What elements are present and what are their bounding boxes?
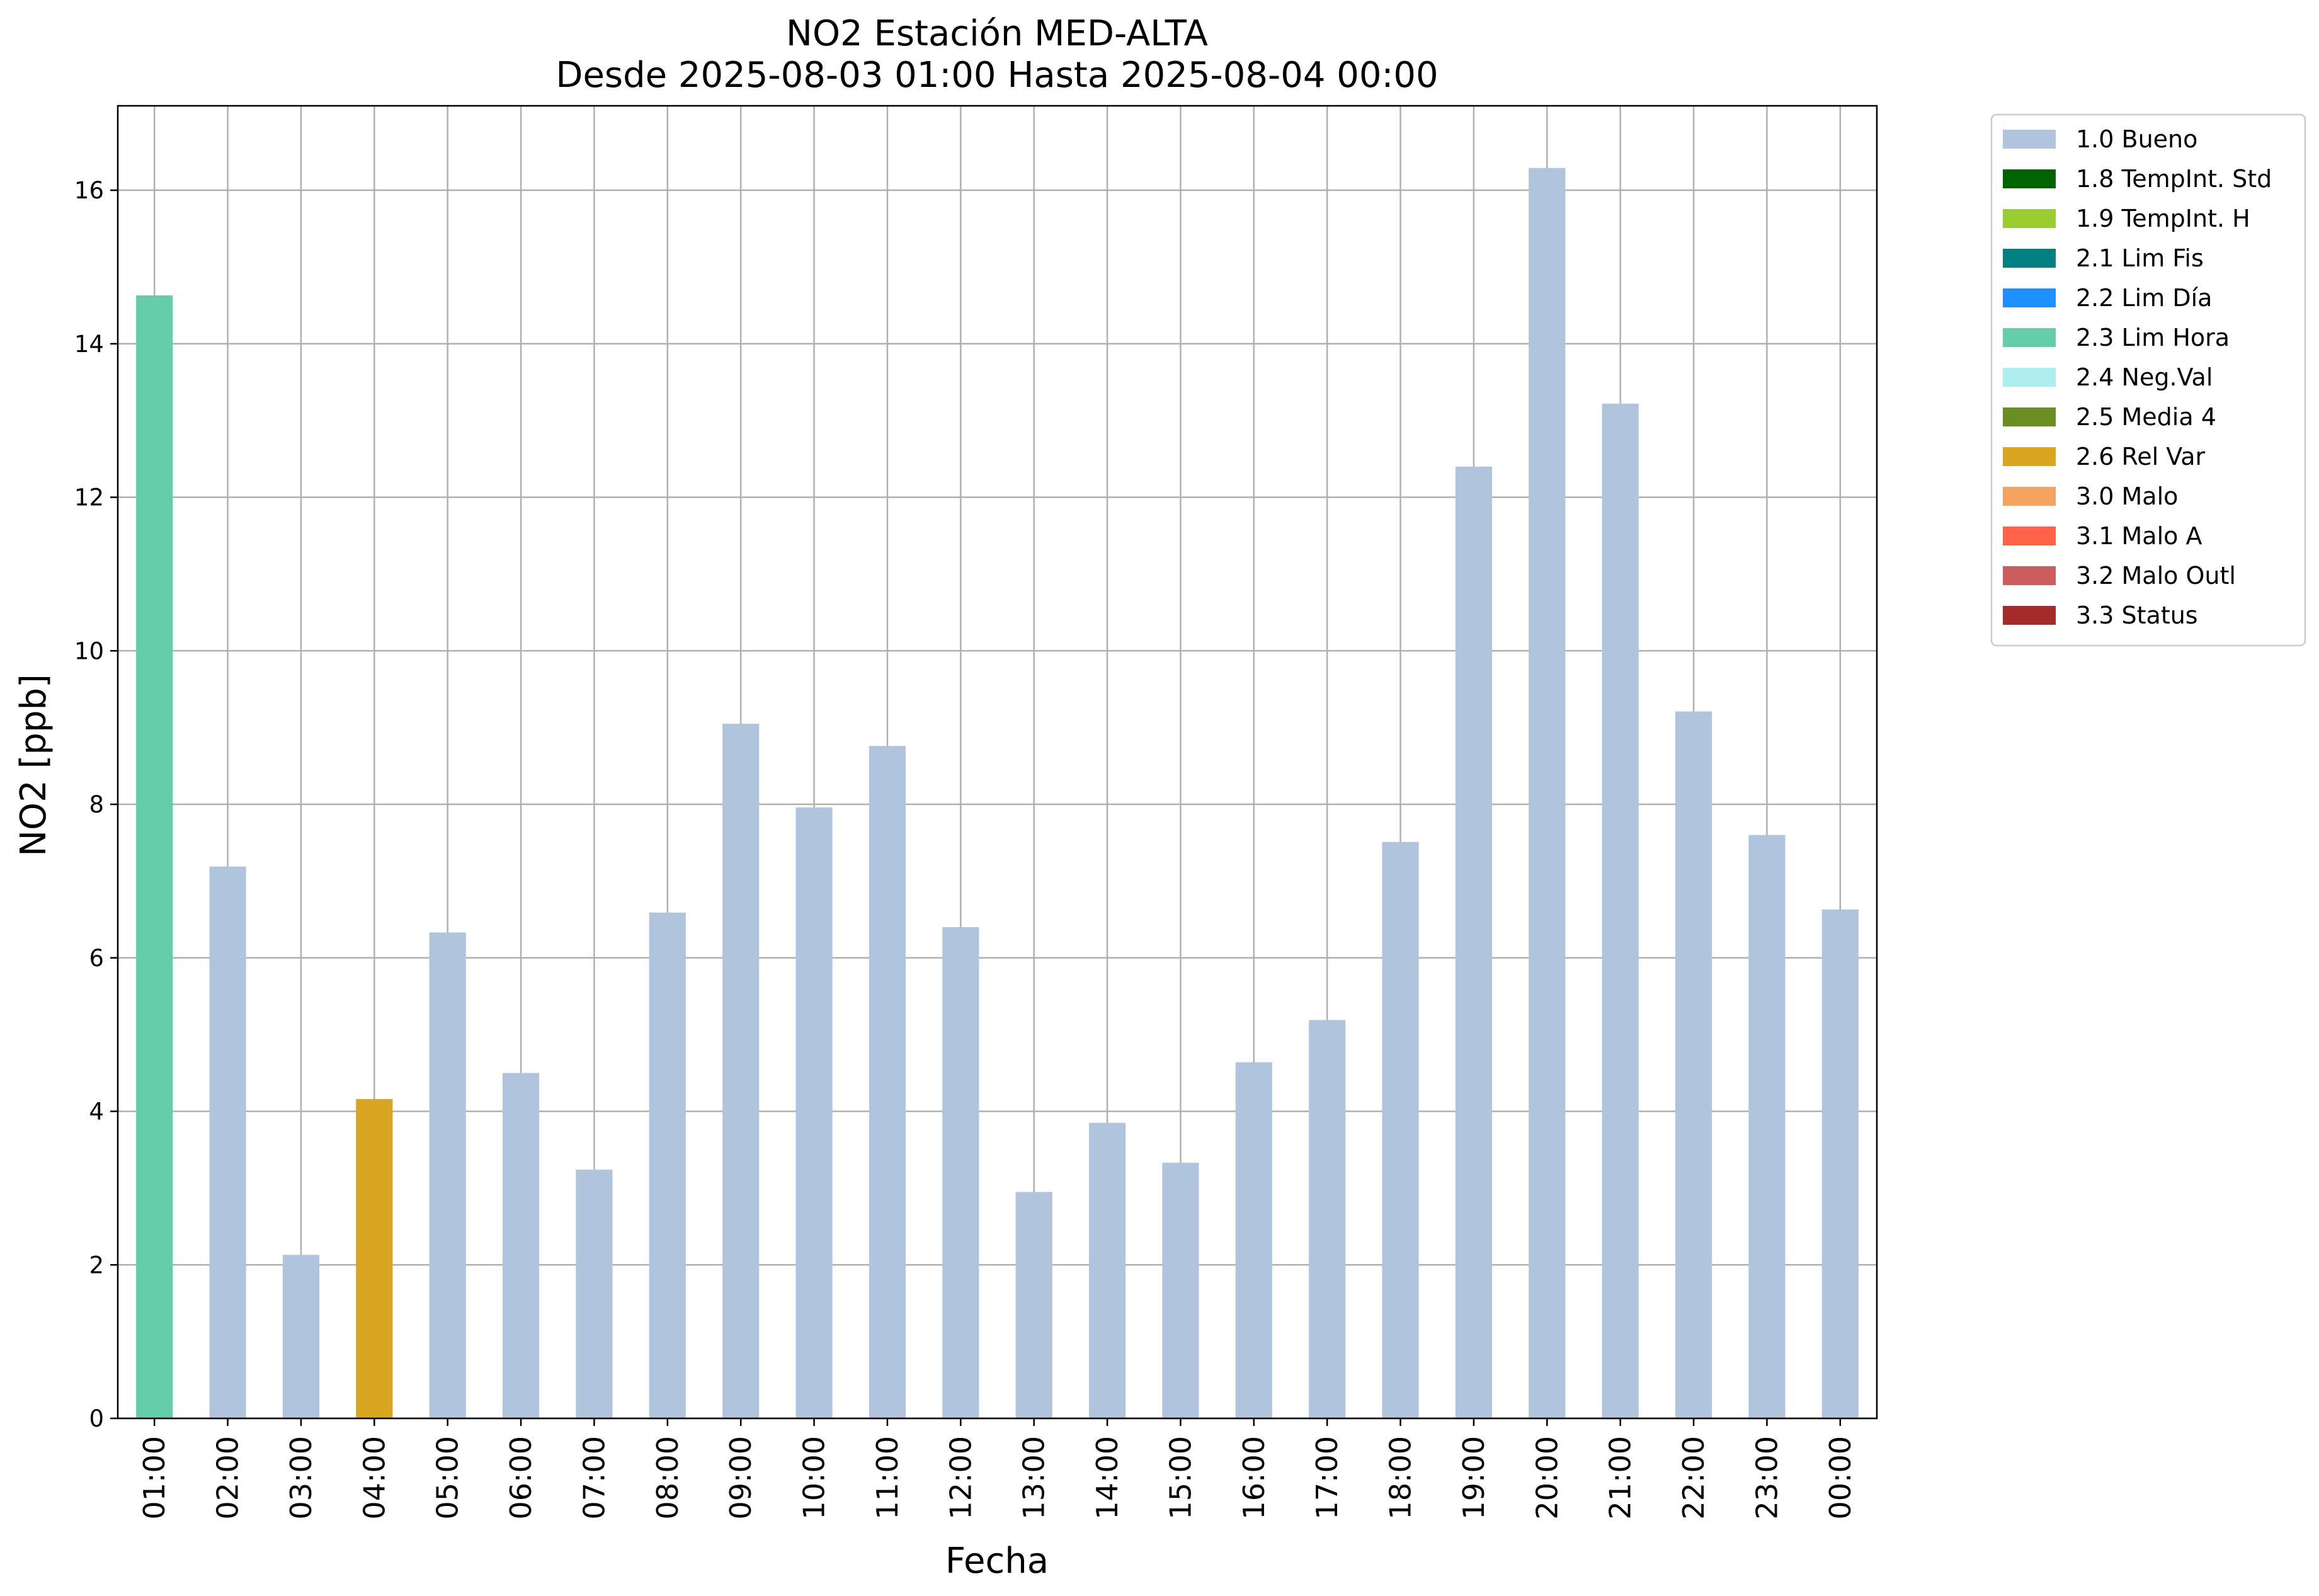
bar — [136, 295, 173, 1418]
bar — [1235, 1062, 1272, 1418]
y-tick-label: 8 — [89, 791, 104, 818]
y-tick-label: 16 — [74, 177, 104, 204]
y-tick-label: 4 — [89, 1098, 104, 1126]
legend-label: 1.9 TempInt. H — [2076, 205, 2250, 232]
legend-label: 2.3 Lim Hora — [2076, 324, 2230, 351]
y-tick-label: 2 — [89, 1251, 104, 1279]
legend-swatch — [2003, 606, 2056, 625]
legend-label: 2.2 Lim Día — [2076, 284, 2212, 312]
x-tick-label: 23:00 — [1750, 1436, 1784, 1520]
bar — [1382, 841, 1419, 1418]
x-tick-label: 00:00 — [1823, 1436, 1857, 1520]
legend-label: 3.0 Malo — [2076, 482, 2178, 510]
legend-label: 2.6 Rel Var — [2076, 443, 2206, 470]
x-tick-label: 10:00 — [797, 1436, 831, 1520]
plot-area-frame — [117, 105, 1878, 1420]
chart-title: NO2 Estación MED-ALTA — [786, 13, 1208, 54]
chart-subtitle: Desde 2025-08-03 01:00 Hasta 2025-08-04 … — [556, 55, 1438, 96]
x-tick-label: 01:00 — [137, 1436, 171, 1520]
bar — [795, 807, 833, 1418]
bar — [1088, 1122, 1126, 1418]
legend-swatch — [2003, 249, 2056, 268]
legend-label: 1.8 TempInt. Std — [2076, 165, 2272, 193]
x-axis-ticks: 01:00 02:00 03:00 04:00 05:00 06:00 07:00 08:00… — [137, 1418, 1857, 1520]
legend-label: 3.3 Status — [2076, 601, 2198, 629]
bar — [1455, 466, 1493, 1418]
bar — [869, 746, 906, 1418]
x-tick-label: 19:00 — [1457, 1436, 1491, 1520]
bar — [356, 1099, 393, 1418]
x-tick-label: 04:00 — [357, 1436, 391, 1520]
x-tick-label: 13:00 — [1017, 1436, 1051, 1520]
bar — [649, 912, 686, 1418]
bar — [1309, 1020, 1346, 1418]
bar — [209, 866, 246, 1418]
bar — [1748, 835, 1786, 1418]
y-tick-label: 14 — [74, 331, 104, 358]
legend-swatch — [2003, 566, 2056, 585]
x-tick-label: 09:00 — [724, 1436, 758, 1520]
legend-label: 3.2 Malo Outl — [2076, 562, 2236, 590]
bar — [1162, 1163, 1199, 1418]
y-axis-label: NO2 [ppb] — [13, 674, 54, 857]
bar — [1602, 403, 1639, 1418]
x-tick-label: 11:00 — [870, 1436, 904, 1520]
x-tick-label: 22:00 — [1677, 1436, 1711, 1520]
x-tick-label: 14:00 — [1090, 1436, 1124, 1520]
bar — [282, 1255, 320, 1418]
bar — [942, 927, 979, 1418]
x-tick-label: 21:00 — [1604, 1436, 1638, 1520]
legend-swatch — [2003, 527, 2056, 545]
x-tick-label: 06:00 — [504, 1436, 538, 1520]
legend: 1.0 Bueno 1.8 TempInt. Std 1.9 TempInt. H 2… — [1990, 113, 2306, 647]
legend-swatch — [2003, 130, 2056, 149]
legend-label: 2.5 Media 4 — [2076, 403, 2216, 431]
bar — [1821, 909, 1859, 1418]
x-tick-label: 03:00 — [284, 1436, 318, 1520]
y-axis-ticks: 0 2 4 6 8 10 12 14 16 — [74, 177, 118, 1432]
bar — [722, 724, 760, 1418]
bar — [1015, 1192, 1052, 1418]
x-tick-label: 20:00 — [1530, 1436, 1564, 1520]
x-tick-label: 17:00 — [1310, 1436, 1344, 1520]
legend-label: 2.1 Lim Fis — [2076, 244, 2204, 272]
x-tick-label: 18:00 — [1384, 1436, 1418, 1520]
legend-swatch — [2003, 288, 2056, 307]
legend-swatch — [2003, 209, 2056, 228]
bar — [502, 1073, 540, 1418]
x-tick-label: 12:00 — [943, 1436, 977, 1520]
legend-swatch — [2003, 328, 2056, 347]
x-tick-label: 08:00 — [651, 1436, 685, 1520]
x-tick-label: 05:00 — [431, 1436, 465, 1520]
legend-swatch — [2003, 408, 2056, 426]
legend-label: 2.4 Neg.Val — [2076, 363, 2213, 391]
legend-label: 3.1 Malo A — [2076, 522, 2202, 550]
legend-label: 1.0 Bueno — [2076, 125, 2197, 153]
x-tick-label: 02:00 — [211, 1436, 245, 1520]
x-tick-label: 15:00 — [1163, 1436, 1197, 1520]
y-tick-label: 6 — [89, 945, 104, 972]
bar — [576, 1170, 613, 1418]
y-tick-label: 12 — [74, 484, 104, 511]
bar — [429, 932, 466, 1418]
legend-swatch — [2003, 487, 2056, 506]
bar — [1529, 168, 1566, 1418]
y-tick-label: 10 — [74, 637, 104, 664]
legend-swatch — [2003, 447, 2056, 466]
y-tick-label: 0 — [89, 1405, 104, 1432]
x-axis-label: Fecha — [945, 1541, 1049, 1582]
bar — [1675, 711, 1712, 1418]
legend-swatch — [2003, 368, 2056, 387]
legend-box — [1990, 113, 2306, 647]
bars — [136, 168, 1859, 1418]
x-tick-label: 07:00 — [577, 1436, 611, 1520]
legend-swatch — [2003, 169, 2056, 188]
x-tick-label: 16:00 — [1237, 1436, 1271, 1520]
